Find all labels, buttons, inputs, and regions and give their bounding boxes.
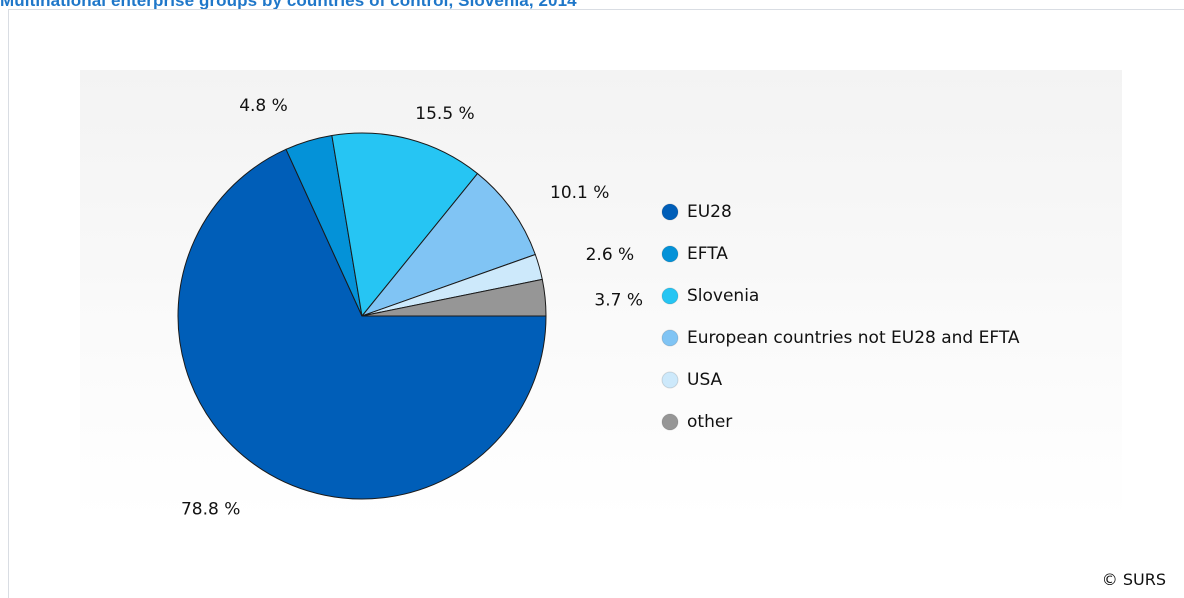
legend-label-usa: USA — [687, 370, 723, 390]
slice-label-other: 3.7 % — [594, 291, 643, 311]
legend-item-european-countries-not-eu28-and-efta: European countries not EU28 and EFTA — [661, 328, 1020, 348]
legend-swatch-eu28 — [661, 203, 679, 221]
slice-label-efta: 4.8 % — [239, 96, 288, 116]
legend: EU28 EFTA Slovenia European countries not E… — [661, 202, 1020, 432]
legend-swatch-other — [661, 413, 679, 431]
legend-swatch-slovenia — [661, 287, 679, 305]
pie-slice-european-countries-not-eu28-and-efta — [361, 173, 536, 317]
slice-label-eu28: 78.8 % — [181, 500, 240, 520]
legend-item-eu28: EU28 — [661, 202, 732, 222]
legend-item-usa: USA — [661, 370, 723, 390]
legend-label-european-countries-not-eu28-and-efta: European countries not EU28 and EFTA — [687, 328, 1020, 348]
chart-border — [8, 9, 1184, 598]
slice-label-european-countries-not-eu28-and-efta: 10.1 % — [550, 183, 609, 203]
legend-swatch-usa — [661, 371, 679, 389]
slice-label-slovenia: 15.5 % — [415, 104, 474, 124]
legend-label-slovenia: Slovenia — [687, 286, 759, 306]
legend-label-eu28: EU28 — [687, 202, 732, 222]
legend-item-other: other — [661, 412, 732, 432]
source-credit: © SURS — [1101, 570, 1166, 589]
chart-title: Multinational enterprise groups by count… — [0, 0, 577, 10]
slice-labels: 78.8 % 4.8 % 15.5 % 10.1 % 2.6 % 3.7 % — [181, 96, 643, 520]
legend-label-other: other — [687, 412, 732, 432]
pie-slice-slovenia — [331, 132, 478, 317]
legend-label-efta: EFTA — [687, 244, 728, 264]
pie-slice-other — [361, 278, 547, 317]
legend-item-efta: EFTA — [661, 244, 728, 264]
legend-swatch-efta — [661, 245, 679, 263]
slice-label-usa: 2.6 % — [586, 245, 635, 265]
legend-item-slovenia: Slovenia — [661, 286, 759, 306]
pie-slices — [177, 132, 547, 500]
pie-slice-eu28 — [177, 148, 547, 500]
legend-swatch-european-countries-not-eu28-and-efta — [661, 329, 679, 347]
